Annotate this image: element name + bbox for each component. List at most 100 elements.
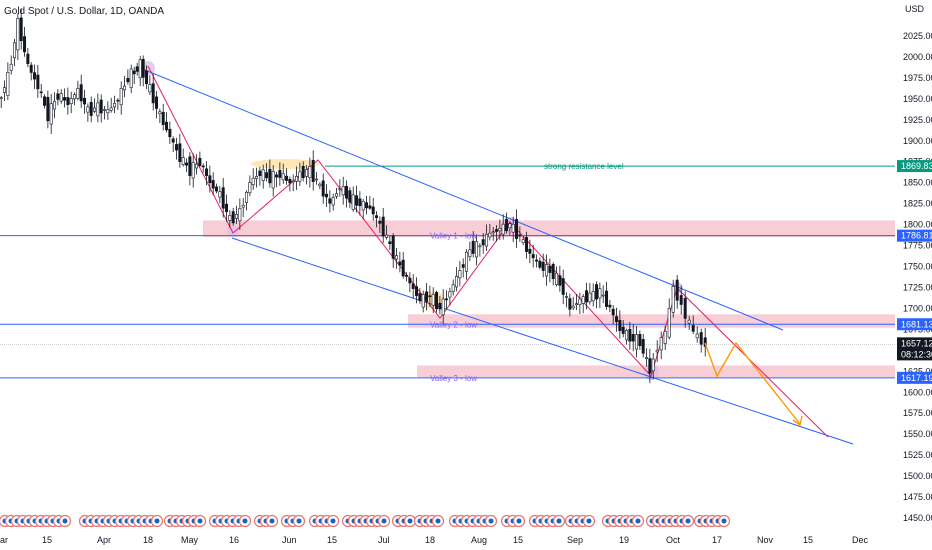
candle-body	[485, 234, 489, 247]
candle-body	[541, 261, 545, 271]
candle-body	[291, 180, 295, 183]
candle-body	[325, 193, 329, 198]
candle-body	[648, 358, 652, 374]
candle-body	[703, 337, 707, 347]
flag-dot	[62, 518, 68, 524]
candle-body	[641, 339, 645, 354]
channel-upper-line[interactable]	[139, 67, 784, 331]
price-tag-label: 1786.818	[901, 231, 932, 241]
candle-body	[278, 170, 282, 178]
candle-body	[605, 290, 609, 307]
candle-body	[618, 319, 622, 331]
candle-body	[109, 107, 113, 111]
candle-body	[528, 248, 532, 254]
candle-body	[119, 88, 123, 106]
candle-body	[555, 272, 559, 286]
price-tick-label: 1500.000	[903, 471, 932, 481]
red-trend-line[interactable]	[147, 65, 829, 438]
flag-dot	[685, 518, 691, 524]
price-tick-label: 1925.000	[903, 115, 932, 125]
candle-body	[86, 106, 90, 113]
candle-body	[301, 165, 305, 179]
candle-body	[245, 191, 249, 203]
candle-body	[405, 275, 409, 277]
candle-body	[538, 260, 542, 268]
time-axis: ar 15 Apr 18 May 16 Jun 15 Jul 18 Aug 15 Sep 19 Oct 17 N…	[0, 535, 869, 545]
candle-body	[251, 177, 255, 185]
candle-body	[248, 182, 252, 194]
flag-dot	[381, 518, 387, 524]
candle-body	[191, 162, 195, 179]
candle-body	[511, 223, 515, 233]
candle-body	[378, 220, 382, 224]
candle-body	[655, 349, 659, 353]
candle-body	[241, 204, 245, 208]
price-tick-label: 1525.000	[903, 450, 932, 460]
candles-layer	[0, 8, 707, 384]
candle-body	[135, 66, 139, 72]
candle-body	[178, 143, 182, 162]
candle-body	[0, 97, 3, 99]
candle-body	[501, 223, 505, 235]
price-tick-label: 1900.000	[903, 136, 932, 146]
candle-body	[16, 18, 20, 51]
price-tick-label: 1575.000	[903, 408, 932, 418]
candle-body	[43, 96, 47, 106]
candle-body	[465, 251, 469, 272]
candle-body	[73, 94, 77, 100]
price-tick-label: 1550.000	[903, 429, 932, 439]
time-tick-label: 17	[712, 535, 722, 545]
candle-body	[76, 88, 80, 99]
channel-lower-line[interactable]	[231, 237, 854, 445]
price-tag	[897, 337, 932, 350]
candle-body	[132, 70, 136, 75]
candle-body	[69, 98, 73, 104]
candle-body	[371, 206, 375, 215]
candle-body	[408, 277, 412, 284]
candle-body	[185, 162, 189, 166]
candle-body	[411, 283, 415, 289]
candle-body	[595, 284, 599, 300]
candle-body	[318, 183, 322, 187]
candle-body	[458, 270, 462, 279]
candle-body	[548, 265, 552, 273]
candle-body	[365, 202, 369, 209]
candle-body	[468, 249, 472, 257]
candle-body	[9, 63, 13, 71]
candle-body	[621, 326, 625, 334]
candle-body	[571, 305, 575, 309]
candle-body	[695, 333, 699, 339]
projection-arrow[interactable]	[704, 341, 801, 425]
price-tick-label: 1800.000	[903, 220, 932, 230]
candle-body	[348, 190, 352, 203]
candle-body	[498, 228, 502, 232]
candle-body	[161, 111, 165, 125]
price-tag-label: 1869.832	[901, 161, 932, 171]
candle-body	[608, 304, 612, 308]
candle-body	[431, 294, 435, 306]
candle-body	[33, 72, 37, 80]
candle-body	[63, 97, 67, 101]
candle-body	[311, 159, 315, 182]
candle-body	[93, 107, 97, 112]
price-tick-label: 1825.000	[903, 199, 932, 209]
candle-body	[575, 303, 579, 306]
price-tick-label: 1475.000	[903, 492, 932, 502]
time-tick-label: Oct	[666, 535, 681, 545]
candle-body	[551, 264, 555, 280]
candle-body	[123, 85, 127, 91]
candle-body	[208, 175, 212, 184]
price-tag-label: 1617.199	[901, 373, 932, 383]
time-tick-label: ar	[0, 535, 8, 545]
flag-dot	[296, 518, 302, 524]
flag-dot	[197, 518, 203, 524]
price-tick-label: 1850.000	[903, 178, 932, 188]
candle-body	[188, 156, 192, 176]
candle-body	[428, 295, 432, 298]
candle-body	[418, 293, 422, 301]
candle-body	[391, 235, 395, 259]
candle-body	[375, 215, 379, 219]
time-tick-label: Aug	[471, 535, 487, 545]
candle-body	[341, 186, 345, 196]
